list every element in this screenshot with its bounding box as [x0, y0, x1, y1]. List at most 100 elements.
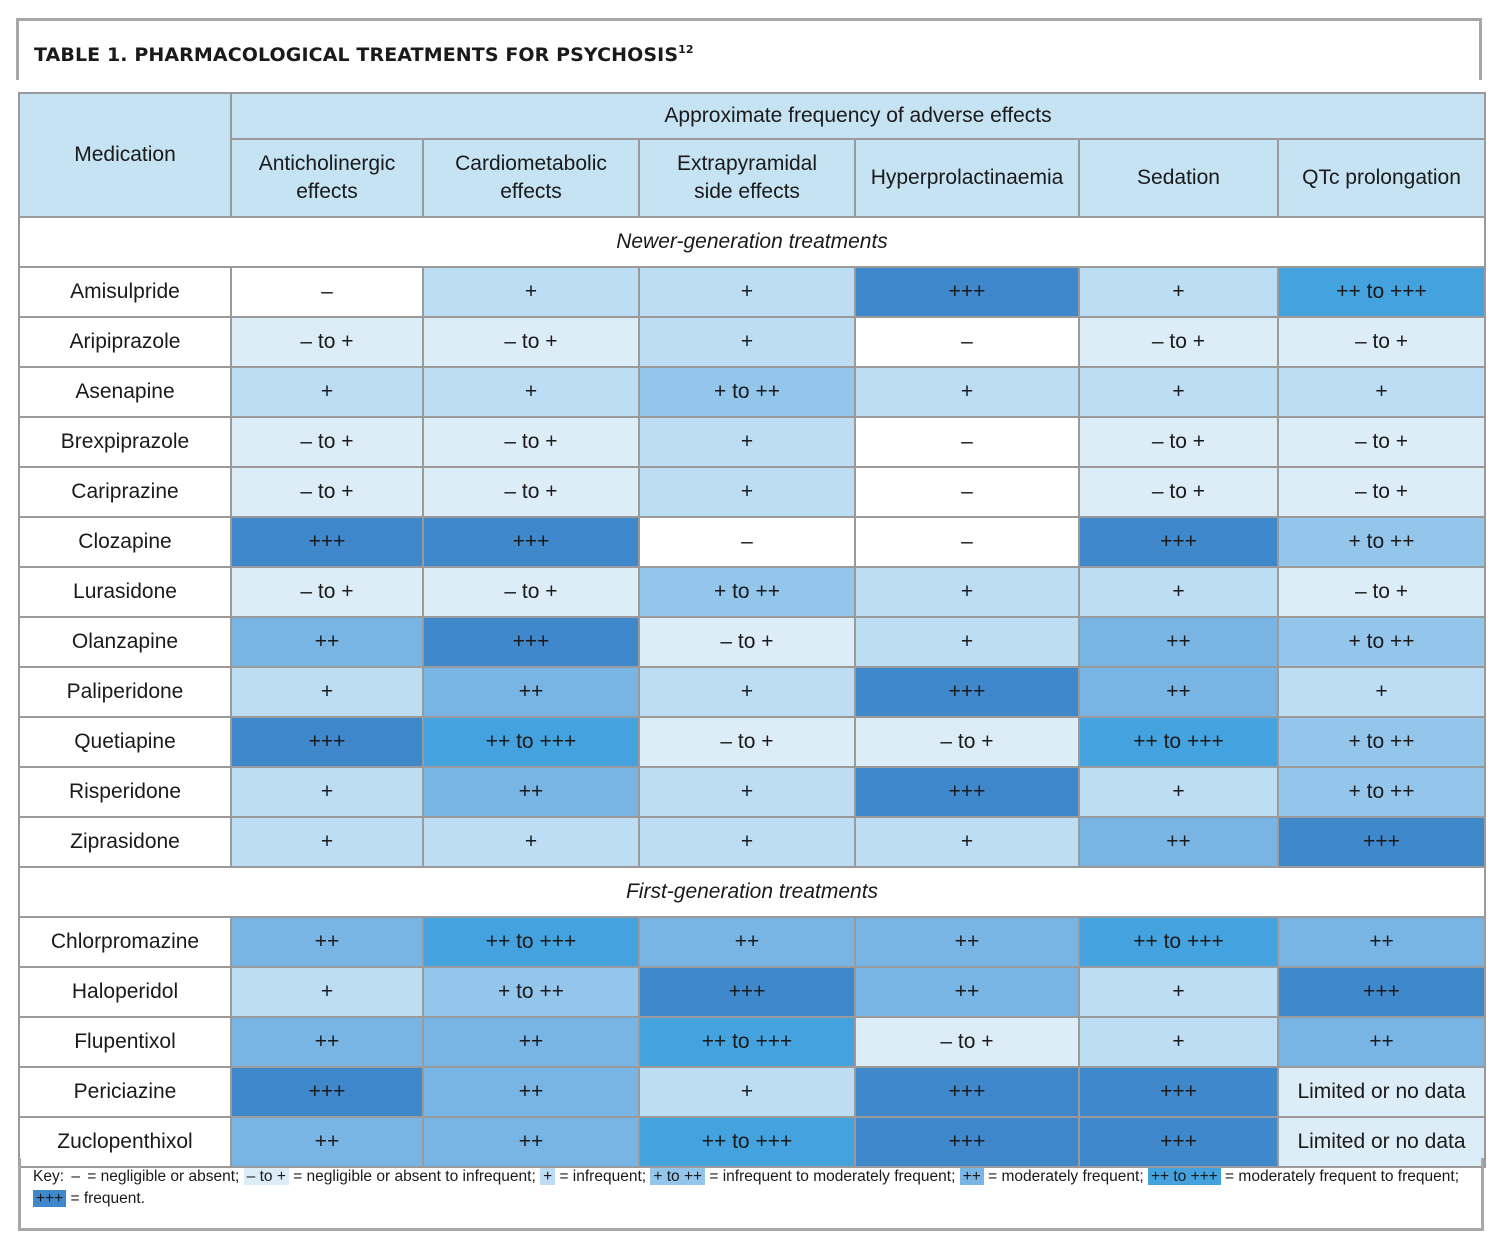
frequency-cell: ++ to +++ — [638, 1116, 856, 1168]
column-header: Anticholinergic effects — [230, 138, 424, 218]
frequency-cell: + — [422, 366, 640, 418]
frequency-cell: + to ++ — [1276, 766, 1487, 818]
frequency-cell: +++ — [1078, 516, 1279, 568]
frequency-cell: + to ++ — [638, 366, 856, 418]
frequency-cell: – to + — [638, 616, 856, 668]
medication-name: Amisulpride — [18, 266, 232, 318]
frequency-cell: ++ — [422, 1116, 640, 1168]
table-row: Lurasidone – to + – to + + to ++ + + – to + — [18, 566, 1487, 618]
frequency-cell: – to + — [638, 716, 856, 768]
table-row: Ziprasidone + + + + ++ +++ — [18, 816, 1487, 868]
frequency-cell: ++ — [422, 1066, 640, 1118]
column-header-line: Cardiometabolic — [455, 152, 607, 175]
frequency-cell: +++ — [1078, 1066, 1279, 1118]
key-legend: Key: – = negligible or absent; – to + = … — [18, 1158, 1484, 1231]
key-swatch: ++ — [959, 1168, 984, 1185]
frequency-cell: + to ++ — [638, 566, 856, 618]
medication-name: Risperidone — [18, 766, 232, 818]
key-meaning: = negligible or absent; — [82, 1168, 244, 1185]
medication-name: Olanzapine — [18, 616, 232, 668]
frequency-cell: – to + — [1078, 416, 1279, 468]
frequency-cell: +++ — [854, 266, 1080, 318]
key-swatch: – — [71, 1168, 80, 1185]
frequency-cell: +++ — [422, 516, 640, 568]
table-row: Paliperidone + ++ + +++ ++ + — [18, 666, 1487, 718]
table-row: Risperidone + ++ + +++ + + to ++ — [18, 766, 1487, 818]
frequency-cell: Limited or no data — [1276, 1116, 1487, 1168]
column-header: Sedation — [1078, 138, 1279, 218]
column-header: Extrapyramidal side effects — [638, 138, 856, 218]
frequency-cell: +++ — [854, 1066, 1080, 1118]
key-swatch: – to + — [243, 1168, 289, 1185]
frequency-cell: +++ — [854, 666, 1080, 718]
column-header: Cardiometabolic effects — [422, 138, 640, 218]
frequency-cell: – to + — [1276, 316, 1487, 368]
column-header-line: Sedation — [1137, 166, 1220, 189]
frequency-cell: +++ — [854, 1116, 1080, 1168]
frequency-cell: + — [638, 766, 856, 818]
medication-name: Cariprazine — [18, 466, 232, 518]
table-row: Flupentixol ++ ++ ++ to +++ – to + + ++ — [18, 1016, 1487, 1068]
frequency-cell: + — [1078, 1016, 1279, 1068]
frequency-cell: + — [638, 816, 856, 868]
column-header-line: side effects — [694, 180, 800, 203]
adverse-effects-table: Medication Approximate frequency of adver… — [17, 92, 1487, 1168]
medication-name: Brexpiprazole — [18, 416, 232, 468]
frequency-cell: + — [422, 816, 640, 868]
frequency-cell: +++ — [638, 966, 856, 1018]
frequency-cell: ++ — [230, 916, 424, 968]
frequency-cell: Limited or no data — [1276, 1066, 1487, 1118]
frequency-cell: – to + — [1078, 466, 1279, 518]
frequency-cell: + to ++ — [1276, 716, 1487, 768]
frequency-cell: ++ to +++ — [1276, 266, 1487, 318]
key-meaning: = infrequent; — [555, 1168, 651, 1185]
frequency-cell: – — [230, 266, 424, 318]
medication-name: Haloperidol — [18, 966, 232, 1018]
frequency-cell: – to + — [1078, 316, 1279, 368]
frequency-cell: ++ — [1078, 616, 1279, 668]
table-row: Quetiapine +++ ++ to +++ – to + – to + ++ to … — [18, 716, 1487, 768]
medication-name: Flupentixol — [18, 1016, 232, 1068]
frequency-cell: ++ — [1078, 666, 1279, 718]
frequency-cell: – to + — [422, 316, 640, 368]
frequency-cell: + — [854, 616, 1080, 668]
frequency-cell: + to ++ — [1276, 516, 1487, 568]
reference-superscript: 12 — [678, 43, 694, 56]
table-row: Olanzapine ++ +++ – to + + ++ + to ++ — [18, 616, 1487, 668]
frequency-cell: + — [230, 666, 424, 718]
column-header-line: effects — [296, 180, 358, 203]
frequency-cell: ++ — [230, 1016, 424, 1068]
frequency-cell: – to + — [854, 716, 1080, 768]
table-title: TABLE 1. PHARMACOLOGICAL TREATMENTS FOR … — [34, 43, 694, 66]
frequency-cell: – to + — [1276, 416, 1487, 468]
key-swatch: +++ — [33, 1190, 67, 1207]
frequency-cell: – — [638, 516, 856, 568]
frequency-cell: + — [230, 816, 424, 868]
frequency-cell: ++ to +++ — [1078, 916, 1279, 968]
header-group: Approximate frequency of adverse effects — [229, 92, 1487, 140]
table-body: Newer-generation treatments Amisulpride – +… — [17, 216, 1487, 1168]
column-header: Hyperprolactinaemia — [854, 138, 1080, 218]
frequency-cell: + — [230, 766, 424, 818]
frequency-cell: – — [854, 466, 1080, 518]
frequency-cell: ++ — [638, 916, 856, 968]
frequency-cell: + — [854, 366, 1080, 418]
key-meaning: = negligible or absent to infrequent; — [288, 1168, 541, 1185]
frequency-cell: – to + — [422, 566, 640, 618]
frequency-cell: ++ — [230, 1116, 424, 1168]
table-figure: TABLE 1. PHARMACOLOGICAL TREATMENTS FOR … — [16, 18, 1487, 1231]
frequency-cell: + — [1276, 666, 1487, 718]
frequency-cell: + — [1276, 366, 1487, 418]
section-label: First-generation treatments — [17, 866, 1487, 918]
key-meaning: = infrequent to moderately frequent; — [705, 1168, 960, 1185]
frequency-cell: ++ — [422, 666, 640, 718]
frequency-cell: – — [854, 416, 1080, 468]
column-header-line: Extrapyramidal — [676, 152, 818, 175]
frequency-cell: +++ — [1276, 966, 1487, 1018]
frequency-cell: + — [230, 366, 424, 418]
frequency-cell: +++ — [230, 1066, 424, 1118]
frequency-cell: +++ — [230, 516, 424, 568]
table-title-text: PHARMACOLOGICAL TREATMENTS FOR PSYCHOSIS — [134, 44, 679, 66]
frequency-cell: + — [638, 266, 856, 318]
frequency-cell: – to + — [422, 466, 640, 518]
